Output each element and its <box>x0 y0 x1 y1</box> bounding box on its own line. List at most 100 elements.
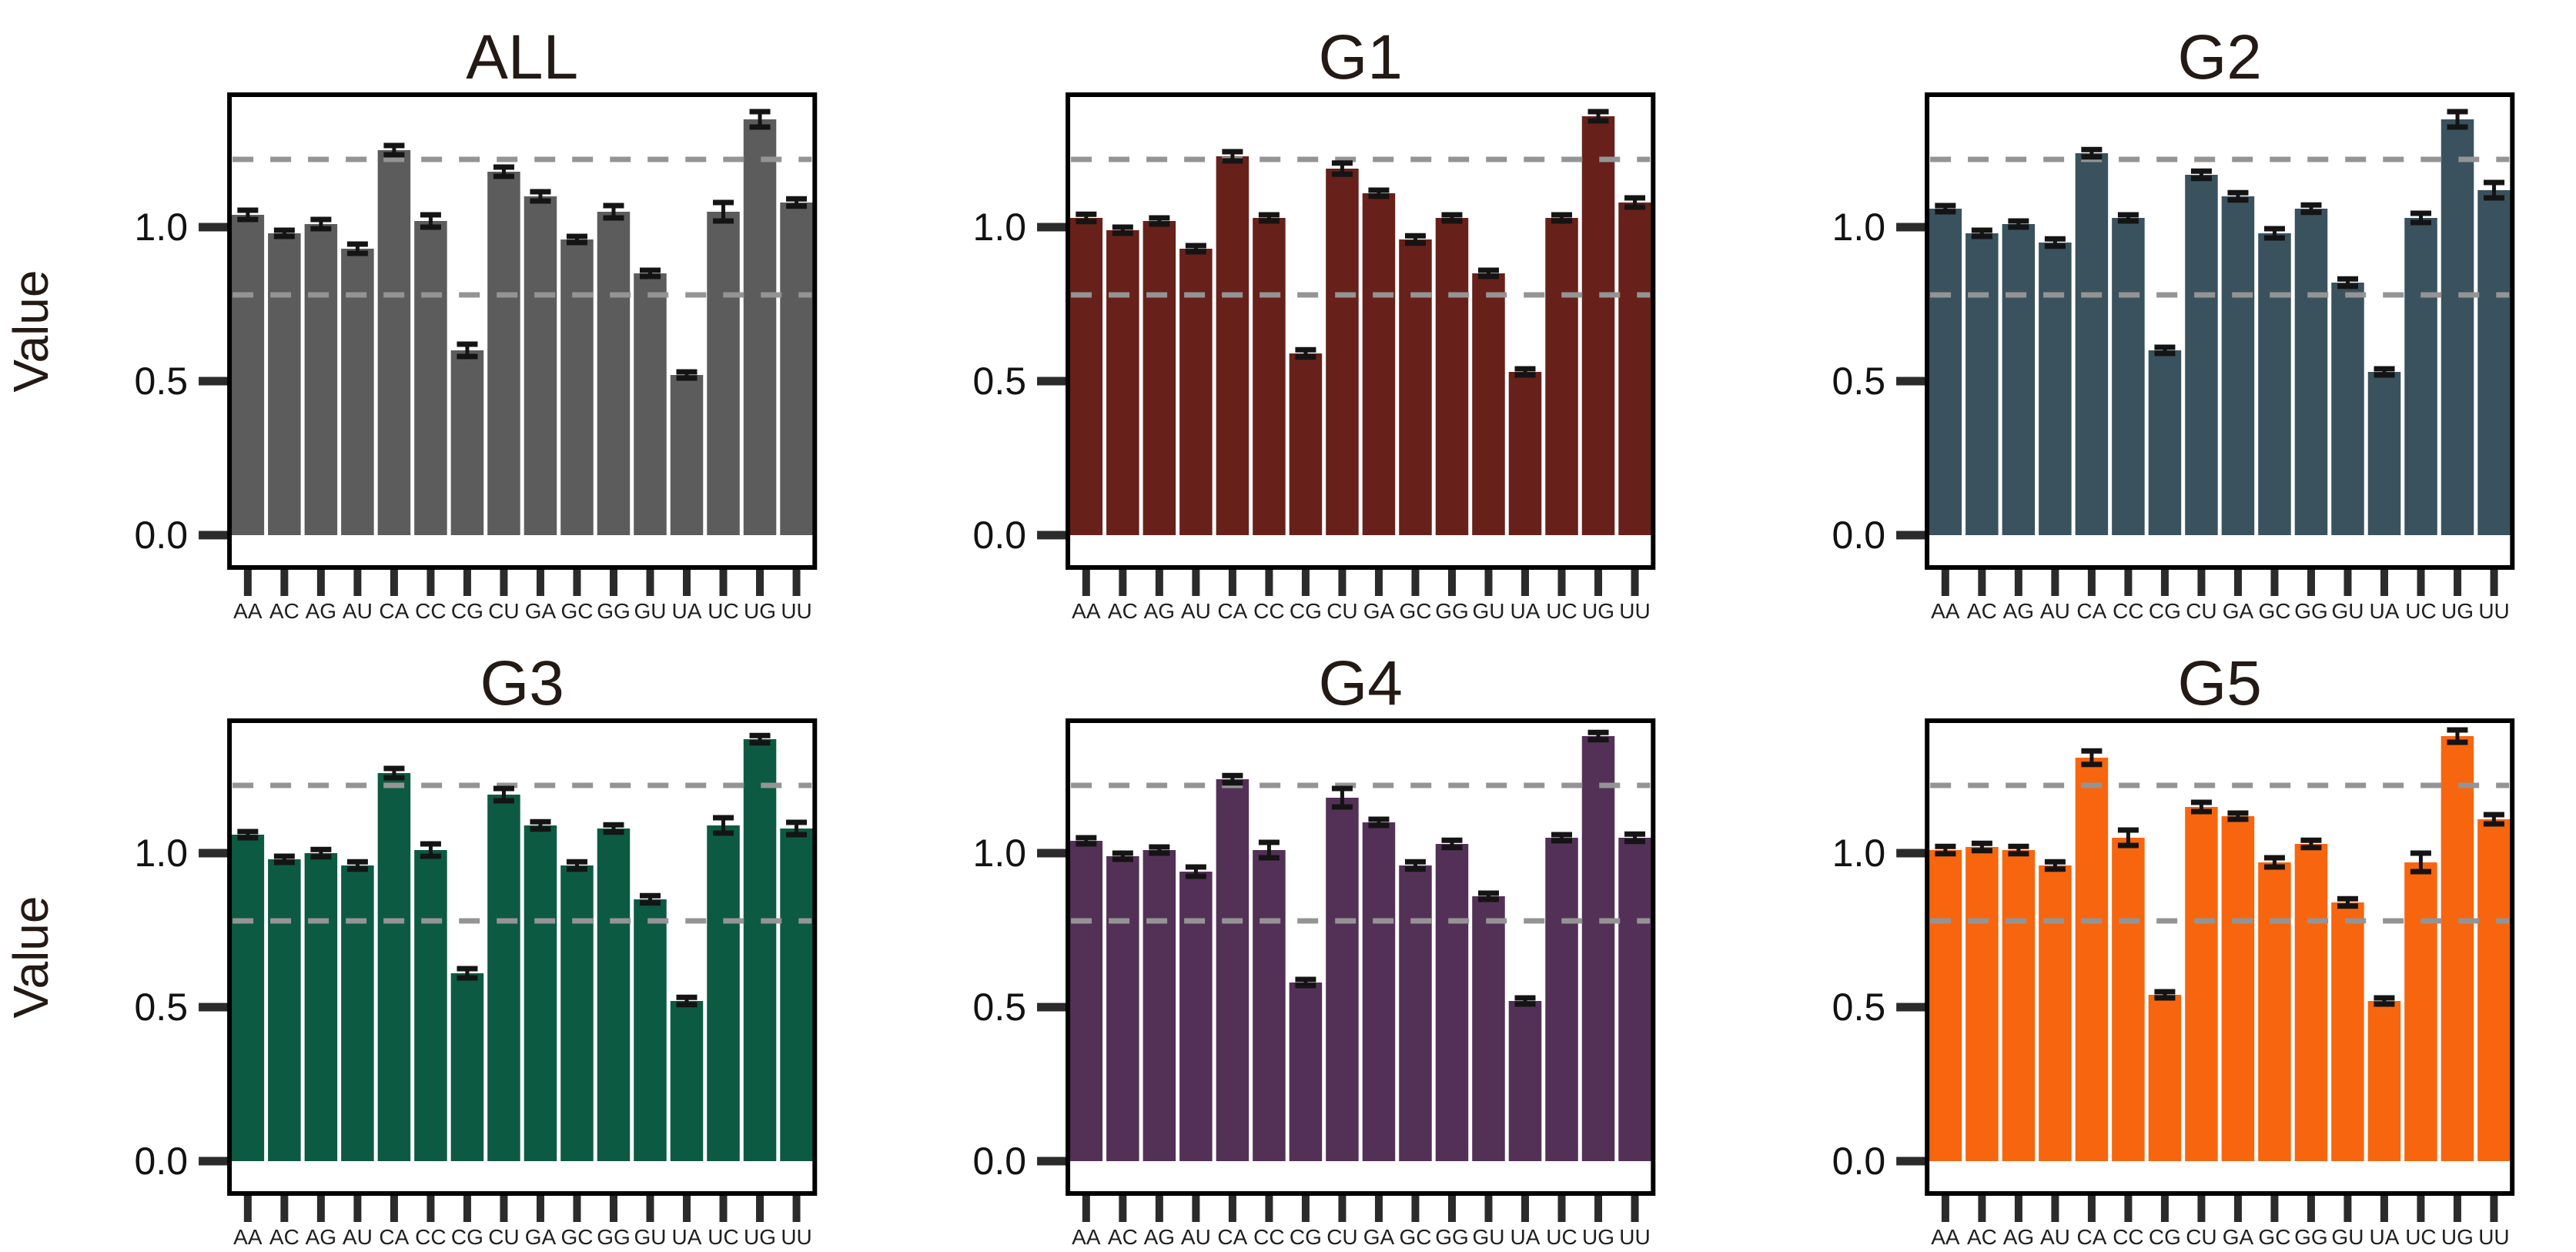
x-tick-label-GC: GC <box>2258 1225 2290 1249</box>
x-tick-CA <box>1229 567 1237 596</box>
x-tick-CU <box>500 1193 508 1222</box>
x-tick-label-UC: UC <box>1547 1225 1577 1249</box>
x-tick-CC <box>1265 1193 1273 1222</box>
chart-g1: 0.0 0.5 1.0 AA AC AG AU CA CC CG CU GA GC GG GU UA UC UG U… <box>973 22 1656 623</box>
x-tick-label-AU: AU <box>1181 1225 1211 1249</box>
x-tick-AC <box>280 567 289 596</box>
x-tick-label-GC: GC <box>2258 599 2290 623</box>
x-tick-CA <box>390 1193 398 1222</box>
x-tick-GA <box>1375 567 1383 596</box>
bar-UC <box>707 212 740 535</box>
y-tick-0.5 <box>199 377 230 386</box>
x-tick-CC <box>427 1193 435 1222</box>
x-tick-UC <box>719 567 728 596</box>
bar-AA <box>1929 850 1962 1161</box>
bar-CA <box>1216 156 1250 535</box>
y-tick-label-0.5: 0.5 <box>135 360 189 403</box>
bar-GU <box>1472 273 1506 535</box>
bar-CC <box>2111 838 2145 1161</box>
y-tick-label-0.0: 0.0 <box>1832 514 1885 557</box>
x-tick-label-CA: CA <box>2076 599 2106 623</box>
x-tick-UG <box>1594 1193 1603 1222</box>
x-tick-UU <box>2490 1193 2498 1222</box>
x-tick-label-CU: CU <box>488 1225 519 1249</box>
x-tick-label-CU: CU <box>1327 599 1358 623</box>
x-tick-UU <box>1631 567 1639 596</box>
y-axis-label: Value <box>3 896 59 1019</box>
y-tick-label-0.0: 0.0 <box>973 514 1027 557</box>
bar-CC <box>2111 218 2145 535</box>
x-tick-label-GC: GC <box>560 599 593 623</box>
bar-CA <box>377 150 411 535</box>
x-tick-label-CA: CA <box>2076 1225 2106 1249</box>
bar-UA <box>1509 372 1542 535</box>
bar-GU <box>2330 902 2364 1161</box>
x-tick-label-UG: UG <box>744 1225 776 1249</box>
bar-UA <box>670 375 704 535</box>
bar-CU <box>2184 807 2218 1161</box>
x-tick-AG <box>1156 567 1164 596</box>
bar-CC <box>414 850 447 1161</box>
x-tick-CG <box>2160 1193 2169 1222</box>
x-tick-GG <box>609 567 617 596</box>
x-tick-AU <box>2051 567 2059 596</box>
x-tick-CU <box>500 567 508 596</box>
x-tick-CC <box>2124 1193 2133 1222</box>
x-tick-CU <box>2197 1193 2206 1222</box>
bar-AU <box>2038 243 2072 535</box>
x-tick-label-CC: CC <box>2113 1225 2143 1249</box>
x-tick-label-UU: UU <box>781 599 811 623</box>
x-tick-label-AA: AA <box>1072 599 1101 623</box>
y-tick-0.5 <box>199 1003 230 1012</box>
x-tick-label-UC: UC <box>708 599 738 623</box>
x-tick-UU <box>1631 1193 1639 1222</box>
x-tick-UA <box>1521 1193 1530 1222</box>
x-tick-label-GU: GU <box>634 1225 666 1249</box>
y-tick-label-1.0: 1.0 <box>1832 832 1885 875</box>
y-tick-0.0 <box>199 1157 230 1166</box>
y-tick-0.0 <box>1037 531 1069 540</box>
x-tick-label-UG: UG <box>2441 599 2474 623</box>
bar-UA <box>670 1001 704 1161</box>
x-tick-CU <box>2197 567 2206 596</box>
x-tick-label-CG: CG <box>451 1225 483 1249</box>
chart-g2: 0.0 0.5 1.0 AA AC AG AU CA CC CG CU GA GC GG GU UA UC UG U… <box>1832 22 2514 623</box>
x-tick-AG <box>2014 1193 2022 1222</box>
y-tick-1.0 <box>1895 223 1927 232</box>
bar-AA <box>231 835 265 1161</box>
plot-frame <box>227 92 818 570</box>
x-tick-CG <box>1302 1193 1310 1222</box>
bar-AU <box>2038 865 2072 1161</box>
x-tick-label-UU: UU <box>781 1225 811 1249</box>
bar-AU <box>1179 872 1213 1161</box>
bar-AU <box>341 249 374 535</box>
bar-GG <box>597 212 631 535</box>
bar-AC <box>268 233 301 535</box>
plot-frame <box>1066 92 1656 570</box>
x-tick-label-UG: UG <box>744 599 776 623</box>
x-tick-UA <box>683 1193 691 1222</box>
x-tick-UC <box>1557 567 1566 596</box>
bar-AA <box>1929 209 1962 535</box>
x-tick-GC <box>1411 1193 1420 1222</box>
x-tick-label-UA: UA <box>672 1225 702 1249</box>
x-tick-label-CU: CU <box>488 599 519 623</box>
x-tick-label-GA: GA <box>2222 1225 2253 1249</box>
x-tick-AU <box>2051 1193 2059 1222</box>
bar-CA <box>2075 153 2108 535</box>
bar-GA <box>2221 816 2254 1161</box>
panel-g4: 0.0 0.5 1.0 AA AC AG AU CA CC CG CU GA GC GG GU UA UC UG U… <box>858 626 1717 1252</box>
x-tick-GU <box>646 567 654 596</box>
y-tick-0.5 <box>1037 377 1069 386</box>
x-tick-label-UG: UG <box>2441 1225 2474 1249</box>
x-tick-AG <box>316 1193 325 1222</box>
bar-CU <box>1326 169 1360 535</box>
plot-frame <box>1924 718 2514 1196</box>
x-tick-AA <box>1941 567 1949 596</box>
x-tick-GC <box>573 1193 581 1222</box>
bar-CU <box>487 172 520 535</box>
plot-frame <box>1066 718 1656 1196</box>
bar-UG <box>743 119 777 535</box>
x-tick-label-UA: UA <box>1510 599 1541 623</box>
x-tick-label-UU: UU <box>1620 599 1651 623</box>
